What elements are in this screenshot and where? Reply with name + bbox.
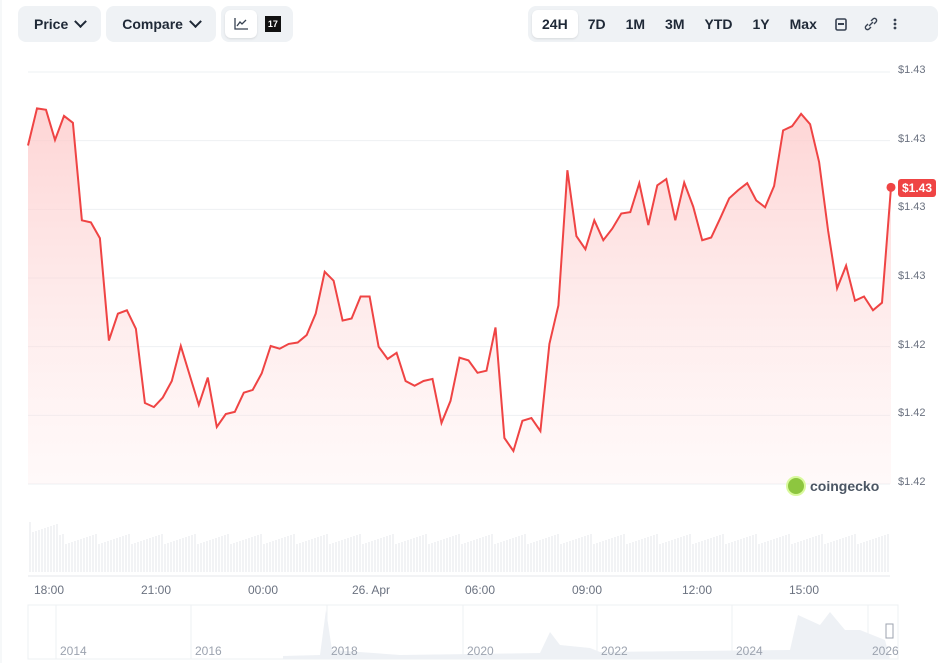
price-dropdown[interactable]: Price <box>18 6 102 42</box>
current-price-dot <box>886 182 896 192</box>
calendar-button[interactable] <box>827 10 855 38</box>
more-vertical-icon <box>893 18 897 30</box>
x-tick-label: 26. Apr <box>352 583 391 597</box>
x-tick-label: 12:00 <box>682 583 713 597</box>
range-7d[interactable]: 7D <box>587 16 606 32</box>
x-tick-label: 15:00 <box>789 583 820 597</box>
y-tick-label: $1.43 <box>898 64 926 76</box>
range-1m[interactable]: 1M <box>625 16 646 32</box>
navigator-handle[interactable] <box>885 623 894 639</box>
navigator-year-label: 2026 <box>872 644 899 658</box>
navigator-area <box>283 610 890 659</box>
price-dropdown-label: Price <box>22 10 97 38</box>
tradingview-button[interactable]: 17 <box>257 10 289 38</box>
x-tick-label: 21:00 <box>141 583 172 597</box>
navigator-year-label: 2014 <box>60 644 87 658</box>
navigator-year-label: 2024 <box>736 644 763 658</box>
brand-name: coingecko <box>810 478 880 494</box>
x-tick-label: 18:00 <box>34 583 65 597</box>
more-options-button[interactable] <box>887 10 903 38</box>
line-chart-icon <box>234 18 248 30</box>
y-tick-label: $1.42 <box>898 407 926 420</box>
range-3m[interactable]: 3M <box>665 16 685 32</box>
x-tick-label: 06:00 <box>465 583 496 597</box>
gecko-icon <box>786 476 806 496</box>
compare-label: Compare <box>122 16 183 32</box>
range-1y[interactable]: 1Y <box>752 16 770 32</box>
share-link-button[interactable] <box>855 10 887 38</box>
compare-dropdown[interactable]: Compare <box>106 6 216 42</box>
range-ytd[interactable]: YTD <box>704 16 733 32</box>
coingecko-logo: coingecko <box>786 476 879 496</box>
price-line <box>27 107 892 454</box>
x-tick-label: 00:00 <box>248 583 279 597</box>
navigator-year-label: 2020 <box>467 644 494 658</box>
line-chart-button[interactable] <box>224 10 257 38</box>
x-tick-label: 09:00 <box>572 583 603 597</box>
y-tick-label: $1.43 <box>898 270 926 282</box>
link-icon <box>864 17 878 31</box>
current-price-label: $1.43 <box>898 179 937 197</box>
calendar-icon <box>835 18 847 31</box>
navigator-year-label: 2018 <box>331 644 358 658</box>
price-area <box>28 108 891 485</box>
navigator-year-label: 2016 <box>195 644 222 658</box>
chart-type-toggle: 17 <box>220 6 293 42</box>
tradingview-icon: 17 <box>264 16 281 32</box>
y-tick-label: $1.42 <box>898 476 926 488</box>
range-24h[interactable]: 24H <box>532 10 578 38</box>
y-tick-label: $1.43 <box>898 201 926 214</box>
y-tick-label: $1.42 <box>898 338 926 351</box>
navigator-year-label: 2022 <box>601 644 628 658</box>
compare-dropdown-label: Compare <box>110 10 212 38</box>
y-tick-label: $1.43 <box>898 132 926 145</box>
price-label: Price <box>34 16 69 32</box>
range-max[interactable]: Max <box>789 16 817 32</box>
range-selector: 24H 7D 1M 3M YTD 1Y Max <box>528 6 938 42</box>
